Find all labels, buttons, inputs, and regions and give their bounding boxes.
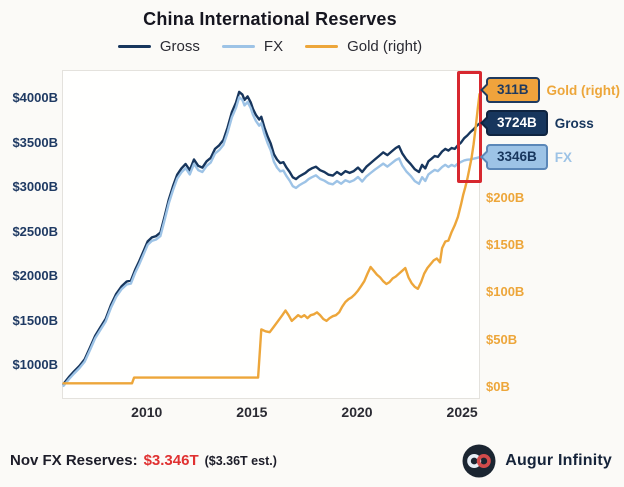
footer-reserves-text: Nov FX Reserves: $3.346T ($3.36T est.) bbox=[10, 452, 277, 469]
highlight-red-box bbox=[457, 71, 482, 183]
callout-fx: 3346B FX bbox=[479, 144, 573, 170]
callout-fx-label: FX bbox=[554, 149, 573, 165]
x-axis-tick: 2025 bbox=[446, 404, 478, 420]
legend-item-gold[interactable]: Gold (right) bbox=[305, 38, 422, 55]
left-axis-tick: $2000B bbox=[12, 268, 58, 283]
footer-estimate: ($3.36T est.) bbox=[204, 454, 277, 468]
plot-area bbox=[62, 70, 481, 399]
legend-label: FX bbox=[263, 38, 284, 55]
chart-title: China International Reserves bbox=[143, 9, 397, 29]
brand-name: Augur Infinity bbox=[505, 452, 612, 469]
gross-line-swatch-icon bbox=[117, 45, 151, 48]
series-line-fx bbox=[62, 96, 481, 387]
x-axis-tick: 2015 bbox=[236, 404, 268, 420]
callout-gold-label: Gold (right) bbox=[546, 82, 621, 98]
brand: Augur Infinity bbox=[461, 443, 612, 479]
callout-gross-value: 3724B bbox=[497, 115, 537, 130]
callout-gold-value: 311B bbox=[497, 82, 529, 97]
right-axis-tick: $200B bbox=[486, 189, 525, 205]
right-axis-tick: $150B bbox=[486, 237, 525, 253]
left-axis-tick: $3000B bbox=[12, 179, 58, 195]
callout-gold-value-box: 311B bbox=[479, 77, 540, 103]
legend-label: Gross bbox=[159, 38, 200, 55]
right-axis-tick: $0B bbox=[486, 378, 510, 394]
legend: Gross FX Gold (right) bbox=[0, 38, 540, 55]
left-axis-tick: $1000B bbox=[12, 357, 58, 372]
legend-item-gross[interactable]: Gross bbox=[117, 38, 200, 55]
left-axis-tick: $3500B bbox=[12, 134, 58, 150]
x-axis-tick: 2010 bbox=[131, 404, 163, 420]
right-axis-tick: $50B bbox=[486, 331, 518, 347]
fx-line-swatch-icon bbox=[221, 45, 255, 48]
right-axis-tick: $100B bbox=[486, 284, 525, 300]
left-axis-tick: $4000B bbox=[12, 90, 58, 106]
left-axis-tick: $1500B bbox=[12, 312, 58, 328]
series-line-gross bbox=[62, 90, 481, 385]
footer: Nov FX Reserves: $3.346T ($3.36T est.) A… bbox=[0, 437, 624, 487]
callout-gold: 311B Gold (right) bbox=[479, 77, 621, 103]
series-line-gold-right- bbox=[62, 92, 481, 385]
callout-gross: 3724B Gross bbox=[479, 110, 594, 136]
footer-prefix: Nov FX Reserves: bbox=[10, 452, 138, 469]
footer-value: $3.346T bbox=[143, 452, 199, 469]
legend-label: Gold (right) bbox=[347, 38, 423, 55]
legend-item-fx[interactable]: FX bbox=[221, 38, 284, 55]
left-axis-tick: $2500B bbox=[12, 223, 58, 239]
gold-line-swatch-icon bbox=[305, 45, 339, 48]
augur-infinity-logo-icon bbox=[462, 444, 496, 478]
x-axis-tick: 2020 bbox=[341, 404, 373, 420]
callout-fx-value: 3346B bbox=[497, 149, 537, 164]
line-chart bbox=[62, 90, 481, 387]
callout-fx-value-box: 3346B bbox=[479, 144, 548, 170]
callout-gross-value-box: 3724B bbox=[479, 110, 548, 136]
callout-gross-label: Gross bbox=[554, 115, 594, 131]
